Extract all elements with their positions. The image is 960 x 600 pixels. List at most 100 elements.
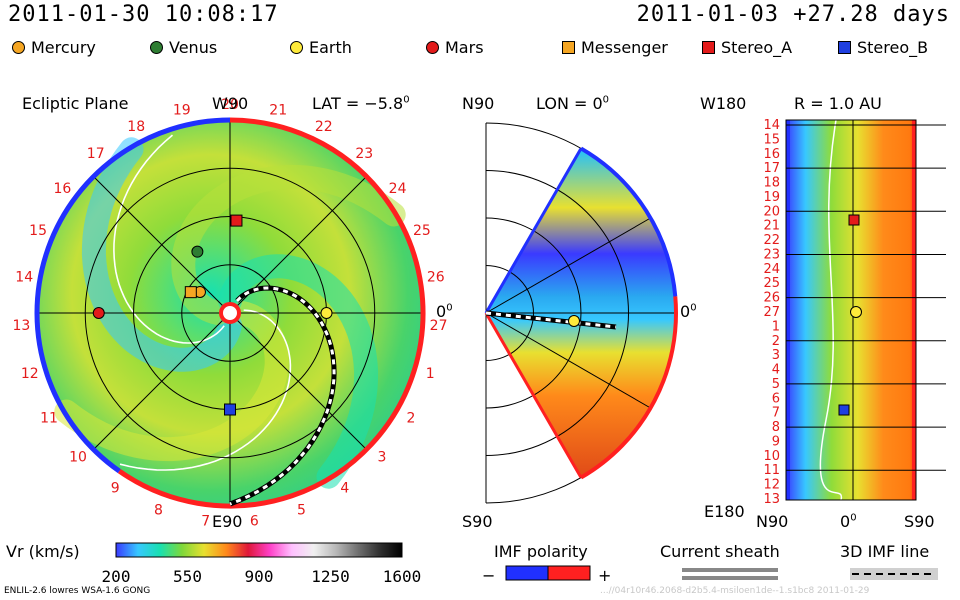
radial-tick-label: 24 [763,262,780,277]
ecliptic-title: Ecliptic Plane [22,94,129,113]
radial-tick-label: 11 [763,463,780,478]
radial-tick-label: 19 [763,190,780,205]
left-timestamp: 2011-01-30 10:08:17 [8,2,279,27]
meridional-rim-negative [579,146,678,297]
radial-stereo-a [848,214,860,226]
polarity-rim-negative [34,117,231,474]
legend-marker [12,41,25,54]
lat-label: LAT = −5.80 [312,94,410,113]
radial-stereo-b [838,404,850,416]
meridional-sheath-dash [485,311,617,329]
radial-tick-label: 12 [763,478,780,493]
sheath-bar-2 [682,576,778,580]
ecliptic-right-label: 00 [436,302,453,321]
ecliptic-tick-label: 21 [269,103,287,119]
ecliptic-tick-label: 27 [430,318,448,334]
body-venus [191,245,204,258]
radial-tick-label: 8 [772,420,780,435]
legend-marker [702,41,715,54]
ecliptic-tick-label: 9 [111,481,120,497]
meridional-bottom-label: S90 [462,512,493,531]
radial-tick-label: 13 [763,492,780,507]
ecliptic-tick-label: 13 [12,318,30,334]
radial-tick-label: 16 [763,147,780,162]
radial-x-mid: 00 [840,512,857,531]
right-timestamp: 2011-01-03 +27.28 days [636,2,950,27]
imf-minus: − [482,566,496,585]
colorbar-tick: 1600 [383,567,422,586]
legend-messenger: Messenger [562,38,668,57]
ecliptic-tick-label: 22 [315,119,333,135]
colorbar-tick: 1250 [311,567,350,586]
imf-positive-swatch [547,565,591,581]
radial-tick-label: 10 [763,449,780,464]
radial-tick-label: 3 [772,348,780,363]
colorbar-tick: 900 [245,567,274,586]
legend-marker [562,41,575,54]
radial-tick-label: 9 [772,434,780,449]
legend-text: Stereo_B [857,38,929,57]
contour-line [119,309,292,471]
meridional-edge-bottom [484,312,583,479]
ecliptic-tick-label: 23 [355,146,373,162]
ecliptic-tick-label: 8 [154,502,163,518]
ecliptic-tick-label: 10 [69,449,87,465]
body-stereo_a [230,214,243,227]
velocity-band [54,301,289,462]
colorbar-tick: 550 [173,567,202,586]
body-stereo_b [224,403,236,416]
legend-marker [838,41,851,54]
ecliptic-tick-label: 2 [407,411,416,427]
model-footer: ENLIL-2.6 lowres WSA-1.6 GONG [4,586,151,596]
radial-tick-label: 22 [763,233,780,248]
radial-earth [850,306,862,318]
body-messenger [184,286,197,299]
ecliptic-tick-label: 12 [21,366,39,382]
legend-text: Venus [169,38,218,57]
meridional-edge-top [484,147,583,314]
imf-line-3d-dash [229,286,336,506]
colorbar-tick: 200 [102,567,131,586]
legend-earth: Earth [290,38,352,57]
ecliptic-tick-label: 3 [378,449,387,465]
legend-stereo_b: Stereo_B [838,38,928,57]
radial-x-right: S90 [904,512,935,531]
polarity-rim-positive [117,117,426,509]
radial-tick-label: 14 [763,118,780,133]
radial-tick-label: 17 [763,161,780,176]
radial-tick-label: 2 [772,334,780,349]
meridional-rim-positive [579,296,678,480]
radial-tick-label: 4 [772,363,780,378]
ecliptic-tick-label: 5 [297,502,306,518]
radial-tick-label: 21 [763,219,780,234]
meridional-top-label: N90 [462,94,495,113]
legend-text: Messenger [581,38,668,57]
velocity-band [218,254,379,489]
legend-mercury: Mercury [12,38,96,57]
sheath-bar-1 [682,568,778,572]
legend-venus: Venus [150,38,217,57]
legend-text: Stereo_A [721,38,793,57]
radial-tick-label: 6 [772,391,780,406]
radial-edge-negative [786,120,790,500]
meridional-spoke [485,312,651,409]
colorbar-label: Vr (km/s) [6,542,80,561]
run-id-watermark: ...//04r10r46.2068-d2b5.4-msiloen1de--1.… [600,586,870,596]
legend-mars: Mars [426,38,484,57]
legend-marker [290,41,303,54]
radial-contour [819,119,843,501]
radial-tick-label: 1 [772,319,780,334]
ecliptic-tick-label: 1 [426,366,435,382]
legend-text: Mars [445,38,484,57]
body-earth [320,307,333,319]
body-mars [92,307,105,319]
ecliptic-tick-label: 15 [29,223,47,239]
radial-tick-label: 5 [772,377,780,392]
ecliptic-tick-label: 19 [173,103,191,119]
sun-marker [219,302,241,324]
radial-edge-positive [912,120,916,500]
radial-frame [785,119,917,501]
imf-negative-swatch [505,565,549,581]
velocity-band [81,137,242,372]
radial-tick-label: 7 [772,406,780,421]
